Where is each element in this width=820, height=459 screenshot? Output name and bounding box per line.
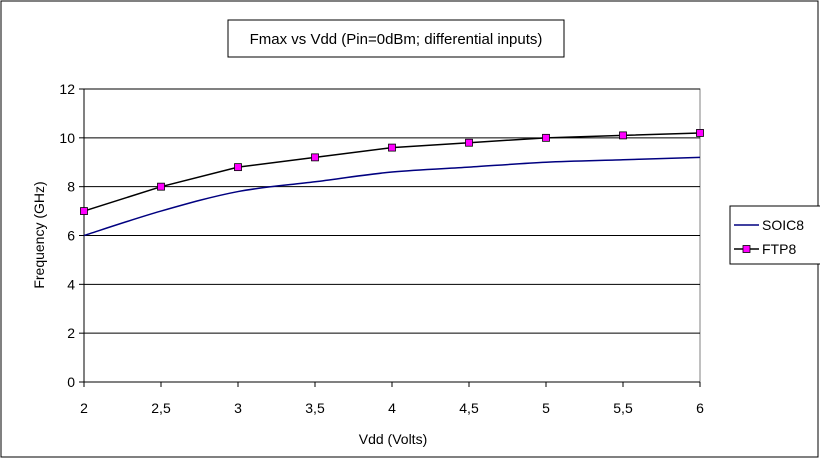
data-point-ftp8 bbox=[542, 133, 550, 142]
legend-item-soic8: SOIC8 bbox=[734, 217, 804, 233]
x-tick-label: 5 bbox=[542, 400, 550, 416]
x-tick-label: 3 bbox=[234, 400, 242, 416]
legend-marker-ftp8 bbox=[742, 245, 751, 253]
data-point-ftp8 bbox=[157, 182, 165, 191]
data-point-ftp8 bbox=[234, 163, 242, 172]
y-tick-label: 2 bbox=[67, 325, 75, 341]
y-tick-label: 0 bbox=[67, 374, 75, 390]
x-tick-label: 4,5 bbox=[459, 400, 479, 416]
legend-label-soic8: SOIC8 bbox=[762, 217, 804, 233]
x-tick-label: 3,5 bbox=[305, 400, 325, 416]
x-tick-label: 2,5 bbox=[151, 400, 171, 416]
data-point-ftp8 bbox=[619, 131, 627, 140]
x-tick-label: 2 bbox=[80, 400, 88, 416]
y-tick-label: 6 bbox=[67, 228, 75, 244]
data-point-ftp8 bbox=[696, 129, 704, 137]
x-tick-label: 6 bbox=[696, 400, 704, 416]
y-tick-label: 4 bbox=[67, 276, 75, 292]
y-tick-label: 10 bbox=[59, 130, 75, 146]
x-tick-label: 4 bbox=[388, 400, 396, 416]
data-point-ftp8 bbox=[311, 153, 319, 162]
y-tick-label: 8 bbox=[67, 179, 75, 195]
data-point-ftp8 bbox=[80, 207, 88, 215]
legend-label-ftp8: FTP8 bbox=[762, 241, 796, 257]
legend: SOIC8 FTP8 bbox=[729, 205, 820, 265]
x-axis-label: Vdd (Volts) bbox=[359, 431, 427, 447]
chart-title-box: Fmax vs Vdd (Pin=0dBm; differential inpu… bbox=[227, 19, 565, 58]
x-tick-label: 5,5 bbox=[613, 400, 633, 416]
legend-box bbox=[729, 205, 820, 265]
chart-title: Fmax vs Vdd (Pin=0dBm; differential inpu… bbox=[250, 31, 543, 48]
y-axis-label: Frequency (GHz) bbox=[31, 181, 47, 288]
data-point-ftp8 bbox=[465, 138, 473, 147]
series-line-soic8 bbox=[83, 156, 701, 237]
y-tick-label: 12 bbox=[59, 81, 75, 97]
data-point-ftp8 bbox=[388, 143, 396, 152]
legend-item-ftp8: FTP8 bbox=[734, 241, 796, 257]
